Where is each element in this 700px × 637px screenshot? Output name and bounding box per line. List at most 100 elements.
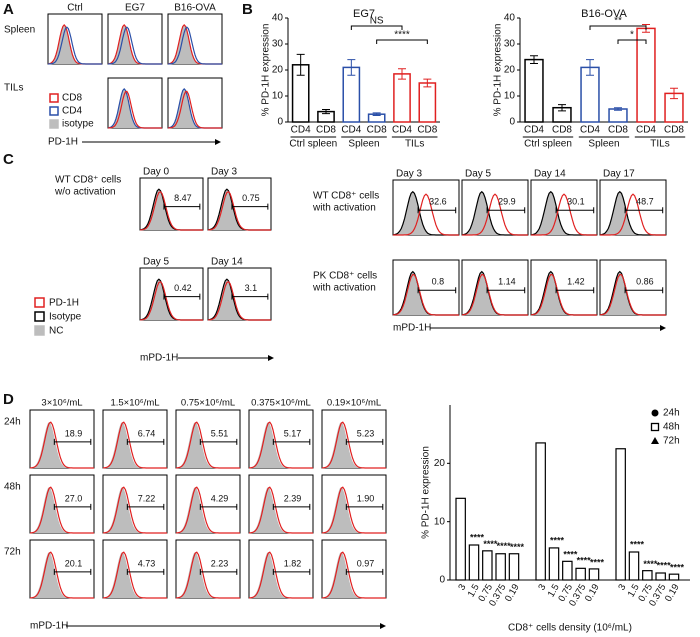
gate [486,207,526,214]
histogram-fill [168,24,222,64]
axis-arrowhead [215,139,221,145]
x-axis-label: CD8⁺ cells density (10⁶/mL) [508,623,632,634]
row-title: PK CD8⁺ cells [313,271,377,282]
row-label: 24h [4,417,21,428]
histogram-line [175,551,240,599]
gate-value: 1.90 [357,493,375,503]
error-bar [398,68,406,80]
x-tick-label: CD8 [367,125,387,136]
bar [628,551,640,581]
histogram-line [392,273,459,316]
gate [163,293,201,300]
gate-value: 1.14 [498,277,516,287]
significance-bracket [350,25,403,30]
legend-label: 24h [663,408,680,419]
significance-bracket [376,39,428,44]
gate-value: 0.97 [357,558,375,568]
significance-label: **** [394,30,410,41]
x-tick-label: CD4 [636,125,656,136]
column-header: EG7 [125,3,145,14]
y-axis-label: % PD-1H expression [421,446,432,539]
histogram-line [167,26,222,65]
bar [608,108,628,123]
gate [624,287,664,294]
x-tick-label: CD4 [341,125,361,136]
histogram-fill [140,189,203,230]
error-bar [423,78,432,88]
group-label: TILs [650,139,669,150]
significance-bracket [589,25,647,30]
gate-value: 20.1 [65,558,83,568]
histogram-fill [462,191,528,235]
gate-value: 4.73 [138,558,156,568]
error-bar [614,107,622,111]
histogram-line [600,193,666,236]
histogram-line [102,486,167,534]
gate-value: 0.75 [242,193,260,203]
histogram-line [29,486,94,534]
gate [272,568,311,575]
gate-value: 18.9 [65,428,83,438]
bar [508,553,520,581]
group-label: Ctrl spleen [289,139,337,150]
histogram-line [321,551,386,599]
day-label: Day 3 [211,167,238,178]
bar [562,560,573,581]
gate [272,438,311,445]
significance-label: **** [657,560,672,570]
column-header: 0.19×10⁶/mL [327,398,381,409]
error-bar [670,87,678,100]
gate-value: 0.86 [636,277,654,287]
significance-label: **** [483,539,498,549]
legend-label: CD8 [62,93,82,104]
histogram-line [139,280,203,321]
gate-value: 0.8 [432,277,445,287]
day-label: Day 0 [143,167,170,178]
gate [199,503,238,510]
gate-value: 2.23 [211,558,229,568]
y-tick-label: 20 [504,65,516,76]
histogram-fill [600,191,666,235]
significance-label: ** [614,16,622,27]
gate [199,568,238,575]
x-tick-label: 0.19 [663,582,682,604]
gate-value: 8.47 [174,193,192,203]
panel-label: B [242,1,253,18]
gate-value: 7.22 [138,493,156,503]
gate [555,287,595,294]
axis-label: PD-1H [48,137,78,148]
row-label: 72h [4,547,21,558]
gate-value: 1.82 [284,558,302,568]
histogram-line [29,421,94,469]
row-title: with activation [312,203,376,214]
column-header: 0.375×10⁶/mL [251,398,311,409]
x-tick-label: 0.19 [583,582,602,604]
legend-label: Isotype [49,312,82,323]
significance-label: **** [510,542,525,552]
legend-swatch [34,297,45,308]
bar [482,550,493,581]
y-axis-label: % PD-1H expression [261,24,272,117]
significance-label: **** [577,556,592,566]
column-header: 0.75×10⁶/mL [181,398,235,409]
histogram-line [29,551,94,599]
legend-swatch [34,311,45,322]
y-tick-label: 30 [504,39,516,50]
x-tick-label: 3 [616,582,628,592]
day-label: Day 5 [465,169,492,180]
legend-label: 48h [663,422,680,433]
histogram-line [107,90,162,129]
gate-value: 32.6 [429,197,447,207]
y-tick-label: 0 [277,117,283,128]
x-tick-label: CD4 [392,125,412,136]
axis-arrowhead [660,325,666,331]
bar [588,568,600,581]
histogram-line [530,273,597,316]
gate [417,207,457,214]
gate-value: 2.39 [284,493,302,503]
y-tick-label: 0 [509,117,515,128]
legend-label: PD-1H [49,298,79,309]
y-tick-label: 10 [272,91,284,102]
significance-label: **** [643,559,658,569]
gate-value: 0.42 [174,283,192,293]
